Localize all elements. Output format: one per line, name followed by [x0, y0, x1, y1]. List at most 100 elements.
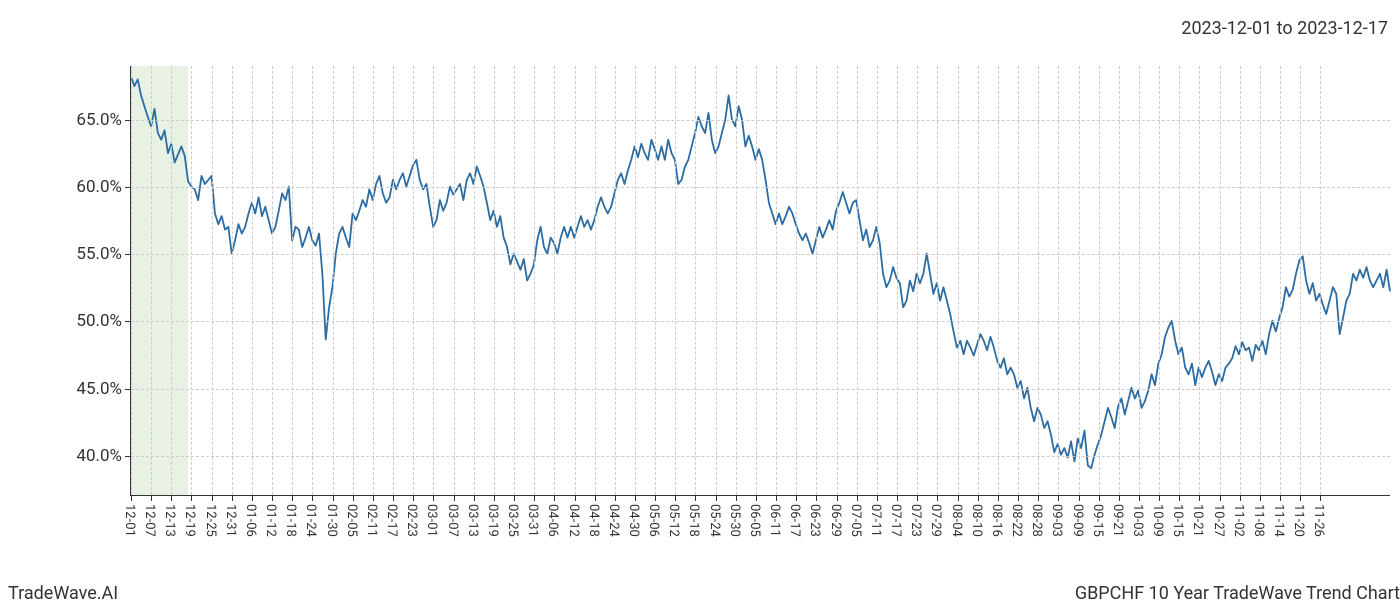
- x-tick-label: 08-04: [949, 504, 964, 537]
- x-tick-mark: [1240, 495, 1241, 501]
- x-tick-mark: [937, 495, 938, 501]
- x-tick-label: 07-11: [868, 504, 883, 537]
- trend-line: [131, 77, 1390, 468]
- x-tick-mark: [212, 495, 213, 501]
- x-tick-mark: [857, 495, 858, 501]
- v-gridline: [837, 66, 838, 495]
- x-tick-label: 12-07: [142, 504, 157, 537]
- y-tick-label: 45.0%: [12, 379, 122, 399]
- v-gridline: [312, 66, 313, 495]
- x-tick-mark: [1139, 495, 1140, 501]
- x-tick-mark: [272, 495, 273, 501]
- x-tick-mark: [695, 495, 696, 501]
- v-gridline: [1058, 66, 1059, 495]
- v-gridline: [272, 66, 273, 495]
- x-tick-label: 11-14: [1271, 504, 1286, 537]
- x-tick-label: 04-30: [626, 504, 641, 537]
- x-tick-mark: [978, 495, 979, 501]
- x-tick-label: 12-01: [122, 504, 137, 537]
- v-gridline: [1320, 66, 1321, 495]
- x-tick-mark: [1280, 495, 1281, 501]
- x-tick-label: 05-18: [686, 504, 701, 537]
- x-tick-label: 01-12: [263, 504, 278, 537]
- x-tick-mark: [1099, 495, 1100, 501]
- v-gridline: [433, 66, 434, 495]
- x-tick-label: 02-23: [404, 504, 419, 537]
- date-range: 2023-12-01 to 2023-12-17: [1181, 18, 1388, 39]
- x-tick-label: 08-28: [1029, 504, 1044, 537]
- v-gridline: [1099, 66, 1100, 495]
- x-tick-label: 07-17: [888, 504, 903, 537]
- x-tick-mark: [1058, 495, 1059, 501]
- v-gridline: [716, 66, 717, 495]
- x-tick-mark: [675, 495, 676, 501]
- x-tick-mark: [413, 495, 414, 501]
- v-gridline: [333, 66, 334, 495]
- x-tick-label: 04-12: [566, 504, 581, 537]
- x-tick-label: 02-17: [384, 504, 399, 537]
- x-tick-mark: [1159, 495, 1160, 501]
- footer-brand: TradeWave.AI: [8, 583, 118, 604]
- x-tick-label: 10-09: [1150, 504, 1165, 537]
- x-tick-mark: [514, 495, 515, 501]
- x-tick-label: 03-25: [505, 504, 520, 537]
- x-tick-mark: [131, 495, 132, 501]
- x-tick-label: 09-15: [1090, 504, 1105, 537]
- v-gridline: [494, 66, 495, 495]
- v-gridline: [554, 66, 555, 495]
- v-gridline: [191, 66, 192, 495]
- x-tick-label: 03-07: [445, 504, 460, 537]
- x-tick-label: 11-02: [1231, 504, 1246, 537]
- h-gridline: [131, 389, 1390, 390]
- x-tick-mark: [534, 495, 535, 501]
- x-tick-mark: [615, 495, 616, 501]
- x-tick-mark: [433, 495, 434, 501]
- x-tick-label: 10-03: [1130, 504, 1145, 537]
- x-tick-mark: [917, 495, 918, 501]
- v-gridline: [857, 66, 858, 495]
- v-gridline: [292, 66, 293, 495]
- x-tick-mark: [474, 495, 475, 501]
- x-tick-mark: [1260, 495, 1261, 501]
- x-tick-label: 03-19: [485, 504, 500, 537]
- x-tick-label: 04-24: [606, 504, 621, 537]
- x-tick-mark: [1079, 495, 1080, 501]
- x-tick-label: 01-06: [243, 504, 258, 537]
- v-gridline: [171, 66, 172, 495]
- x-tick-label: 10-21: [1190, 504, 1205, 537]
- x-tick-mark: [756, 495, 757, 501]
- v-gridline: [958, 66, 959, 495]
- v-gridline: [635, 66, 636, 495]
- v-gridline: [131, 66, 132, 495]
- plot-area: 12-0112-0712-1312-1912-2512-3101-0601-12…: [130, 66, 1390, 496]
- x-tick-label: 06-05: [747, 504, 762, 537]
- v-gridline: [1260, 66, 1261, 495]
- v-gridline: [454, 66, 455, 495]
- x-tick-mark: [252, 495, 253, 501]
- v-gridline: [1139, 66, 1140, 495]
- v-gridline: [1300, 66, 1301, 495]
- x-tick-mark: [595, 495, 596, 501]
- v-gridline: [736, 66, 737, 495]
- x-tick-mark: [292, 495, 293, 501]
- v-gridline: [575, 66, 576, 495]
- x-tick-label: 11-26: [1311, 504, 1326, 537]
- y-tick-label: 40.0%: [12, 446, 122, 466]
- v-gridline: [1159, 66, 1160, 495]
- chart-container: 2023-12-01 to 2023-12-17 TradeWave.AI GB…: [0, 10, 1400, 610]
- x-tick-label: 09-09: [1070, 504, 1085, 537]
- x-tick-label: 01-30: [324, 504, 339, 537]
- x-tick-label: 09-03: [1049, 504, 1064, 537]
- x-tick-mark: [353, 495, 354, 501]
- x-tick-mark: [393, 495, 394, 501]
- v-gridline: [534, 66, 535, 495]
- x-tick-label: 06-17: [787, 504, 802, 537]
- v-gridline: [1179, 66, 1180, 495]
- x-tick-mark: [655, 495, 656, 501]
- h-gridline: [131, 321, 1390, 322]
- v-gridline: [393, 66, 394, 495]
- x-tick-mark: [958, 495, 959, 501]
- v-gridline: [1199, 66, 1200, 495]
- y-tick-label: 65.0%: [12, 110, 122, 130]
- x-tick-label: 05-30: [727, 504, 742, 537]
